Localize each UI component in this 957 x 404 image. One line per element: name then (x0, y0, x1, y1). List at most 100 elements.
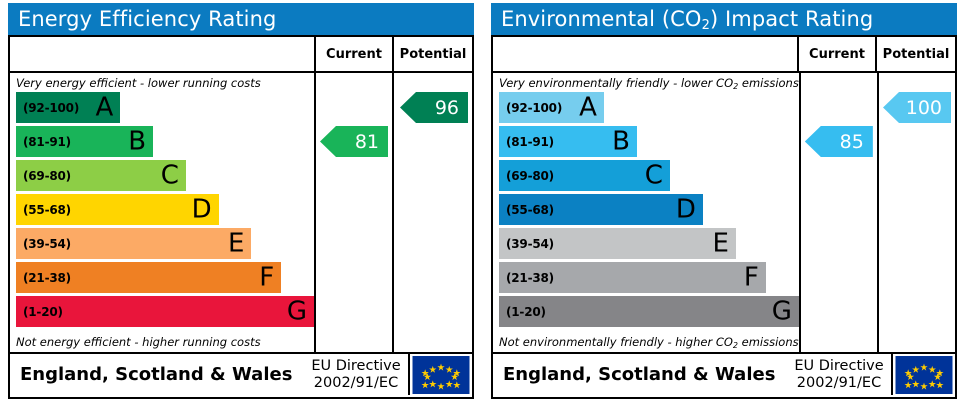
co2-band-letter-b: B (612, 125, 630, 156)
header-potential-label-co2: Potential (882, 46, 950, 62)
energy-footer: England, Scotland & Wales EU Directive 2… (10, 352, 472, 395)
energy-caption-top: Very energy efficient - lower running co… (16, 76, 261, 90)
co2-band-range-b: (81-91) (506, 134, 554, 149)
band-row-a: (92-100) A (16, 91, 121, 123)
environmental-body: Very environmentally friendly - lower CO… (493, 73, 955, 352)
environmental-caption-bottom: Not environmentally friendly - higher CO… (493, 335, 799, 352)
energy-footer-directive: EU Directive 2002/91/EC (304, 354, 408, 395)
band-range-a: (92-100) (23, 100, 80, 115)
energy-caption-bottom: Not energy efficient - higher running co… (16, 335, 261, 349)
energy-band-column: Very energy efficient - lower running co… (10, 73, 316, 352)
environmental-footer-directive: EU Directive 2002/91/EC (787, 354, 891, 395)
environmental-potential-column: 100 (879, 73, 955, 352)
directive-line-1: EU Directive (311, 357, 401, 374)
environmental-footer: England, Scotland & Wales EU Directive 2… (493, 352, 955, 395)
energy-band-list: (92-100) A (81-91) B (69-80) C (55-68) (10, 92, 314, 327)
environmental-caption-top: Very environmentally friendly - lower CO… (493, 73, 799, 92)
band-letter-b: B (128, 125, 147, 156)
co2-band-letter-g: G (771, 295, 792, 326)
energy-footer-region: England, Scotland & Wales (20, 364, 293, 385)
band-row-e: (39-54) E (16, 227, 252, 259)
co2-band-range-f: (21-38) (506, 270, 554, 285)
title-text-prefix: Environmental (CO (501, 7, 702, 31)
band-range-d: (55-68) (23, 202, 71, 217)
co2-band-letter-c: C (644, 159, 663, 190)
band-range-e: (39-54) (23, 236, 71, 251)
band-letter-a: A (95, 91, 114, 122)
environmental-current-marker: 85 (804, 126, 873, 157)
co2-band-range-a: (92-100) (506, 100, 563, 115)
band-range-f: (21-38) (23, 270, 71, 285)
caption-top-subscript: 2 (733, 82, 739, 91)
energy-body: Very energy efficient - lower running co… (10, 73, 472, 352)
band-row-f: (21-38) F (16, 261, 282, 293)
caption-top-text-b: emissions (738, 76, 799, 90)
co2-directive-line-1: EU Directive (794, 357, 884, 374)
title-subscript-2: 2 (701, 18, 710, 33)
co2-band-row-e: (39-54) E (499, 228, 736, 259)
environmental-band-column: Very environmentally friendly - lower CO… (493, 73, 801, 352)
caption-bottom-subscript: 2 (732, 341, 738, 350)
energy-current-column: 81 (316, 73, 394, 352)
environmental-potential-value: 100 (905, 96, 942, 119)
energy-potential-marker: 96 (400, 92, 468, 123)
co2-band-row-g: (1-20) G (499, 296, 799, 327)
title-text-suffix: ) Impact Rating (709, 7, 874, 31)
band-letter-c: C (160, 159, 179, 190)
band-letter-f: F (259, 261, 275, 292)
band-row-c: (69-80) C (16, 160, 186, 191)
environmental-band-list: (92-100) A (81-91) B (69-80) C (55-68) (493, 92, 799, 327)
header-blank-cell-co2 (493, 37, 799, 71)
energy-current-value: 81 (354, 130, 379, 153)
co2-directive-line-2: 2002/91/EC (796, 374, 882, 391)
environmental-impact-panel: Environmental (CO2) Impact Rating Curren… (491, 3, 957, 401)
caption-bottom-text-a: Not environmentally friendly - higher CO (499, 335, 733, 349)
caption-bottom-text-b: emissions (738, 335, 799, 349)
directive-line-2: 2002/91/EC (313, 374, 399, 391)
band-letter-e: E (227, 227, 245, 258)
band-letter-d: D (191, 193, 212, 224)
co2-band-range-e: (39-54) (506, 236, 554, 251)
header-blank-cell (10, 37, 316, 71)
co2-band-range-g: (1-20) (506, 304, 546, 319)
energy-current-marker: 81 (320, 126, 388, 157)
co2-band-letter-a: A (579, 91, 597, 122)
energy-efficiency-title: Energy Efficiency Rating (8, 3, 474, 35)
environmental-footer-region: England, Scotland & Wales (503, 364, 776, 385)
header-current-label: Current (316, 37, 394, 71)
co2-band-letter-f: F (743, 261, 759, 292)
co2-band-row-a: (92-100) A (499, 92, 604, 123)
co2-band-row-d: (55-68) D (499, 194, 703, 225)
co2-band-row-c: (69-80) C (499, 160, 670, 191)
band-letter-g: G (286, 295, 307, 326)
environmental-impact-title: Environmental (CO2) Impact Rating (491, 3, 957, 35)
band-row-g: (1-20) G (16, 296, 314, 327)
co2-band-letter-e: E (712, 227, 729, 258)
environmental-current-value: 85 (839, 130, 864, 153)
energy-efficiency-panel: Energy Efficiency Rating Current Potenti… (8, 3, 474, 401)
eu-flag-icon (412, 355, 470, 394)
co2-band-row-f: (21-38) F (499, 262, 766, 293)
co2-band-range-d: (55-68) (506, 202, 554, 217)
energy-potential-column: 96 (394, 73, 472, 352)
band-range-c: (69-80) (23, 168, 71, 183)
environmental-header-row: Current Potential (493, 37, 955, 73)
environmental-potential-marker: 100 (883, 92, 951, 123)
energy-eu-flag-box (408, 354, 472, 395)
energy-potential-value: 96 (434, 96, 459, 119)
band-range-g: (1-20) (23, 304, 63, 319)
co2-band-row-b: (81-91) B (499, 126, 637, 157)
caption-top-text-a: Very environmentally friendly - lower CO (499, 76, 734, 90)
environmental-eu-flag-box (891, 354, 955, 395)
band-range-b: (81-91) (23, 134, 71, 149)
environmental-current-column: 85 (801, 73, 879, 352)
band-row-b: (81-91) B (16, 125, 154, 157)
band-row-d: (55-68) D (16, 194, 219, 225)
energy-efficiency-grid: Current Potential Very energy efficient … (8, 35, 474, 399)
header-current-label-co2: Current (799, 37, 877, 71)
co2-band-range-c: (69-80) (506, 168, 554, 183)
energy-header-row: Current Potential (10, 37, 472, 73)
header-potential-label: Potential (399, 46, 467, 62)
environmental-impact-grid: Current Potential Very environmentally f… (491, 35, 957, 399)
